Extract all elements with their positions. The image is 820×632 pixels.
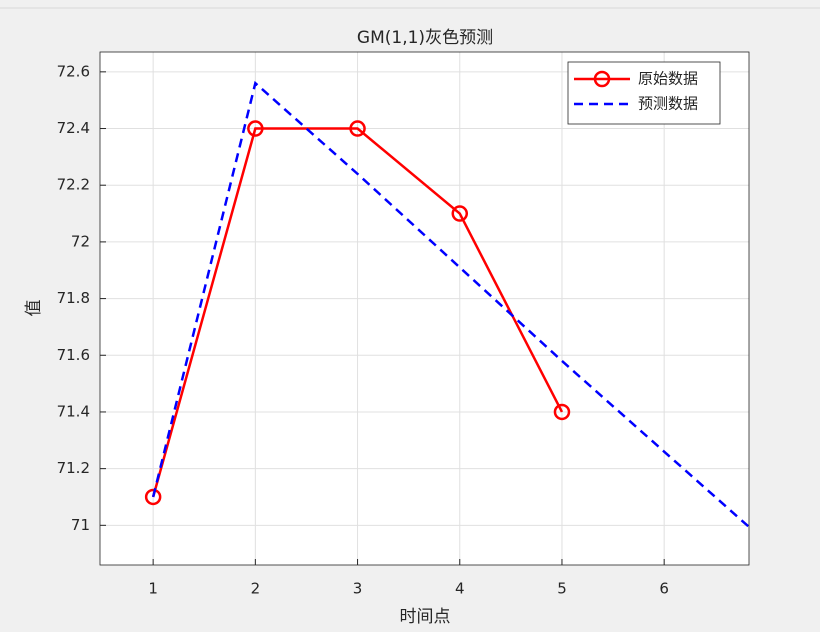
plot-area — [100, 52, 749, 565]
x-axis-label: 时间点 — [400, 607, 451, 627]
x-tick-label: 1 — [148, 580, 158, 598]
legend-label: 预测数据 — [638, 95, 698, 113]
x-tick-label: 2 — [251, 580, 261, 598]
y-tick-label: 72.4 — [57, 119, 90, 137]
point-marker — [553, 403, 571, 421]
y-tick-label: 72 — [71, 232, 90, 250]
legend-marker — [593, 70, 611, 88]
y-tick-label: 71.8 — [57, 289, 90, 307]
x-tick-label: 6 — [659, 580, 669, 598]
grid — [100, 52, 749, 565]
legend-label: 原始数据 — [638, 70, 698, 88]
y-tick-label: 71 — [71, 516, 90, 534]
y-tick-label: 72.2 — [57, 176, 90, 194]
series-line — [151, 80, 749, 529]
x-tick-label: 3 — [353, 580, 363, 598]
x-tick-label: 5 — [557, 580, 567, 598]
y-tick-label: 71.4 — [57, 402, 90, 420]
point-marker — [349, 120, 366, 137]
point-marker — [247, 120, 264, 137]
y-tick-label: 71.6 — [57, 346, 90, 364]
point-marker — [451, 205, 469, 222]
y-tick-label: 71.2 — [57, 459, 90, 477]
y-tick-label: 72.6 — [57, 62, 90, 80]
legend-box — [567, 61, 721, 125]
series-line — [151, 127, 564, 498]
chart-title: GM(1,1)灰色预测 — [357, 28, 493, 48]
y-axis-label: 值 — [24, 300, 44, 317]
x-tick-label: 4 — [455, 580, 465, 598]
series-layer — [144, 80, 749, 529]
axes-box — [99, 51, 750, 566]
point-marker — [144, 488, 162, 506]
